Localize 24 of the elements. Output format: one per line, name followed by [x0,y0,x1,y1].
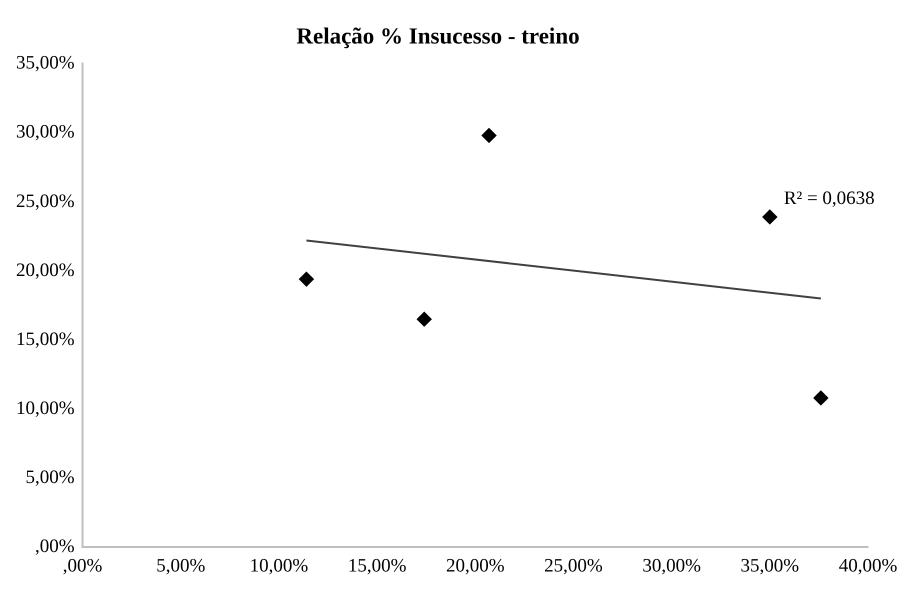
point [813,390,828,406]
point [298,272,314,287]
x-tick-label: 10,00% [250,556,308,577]
annotation: R² = 0,0638 [784,188,875,209]
chart-title: Relação % Insucesso - treino [296,24,580,49]
y-tick-label: ,00% [35,536,75,558]
y-tick-label: 15,00% [16,328,75,350]
x-tick-label: 25,00% [544,556,603,577]
point [416,312,432,327]
y-tick-label: 20,00% [16,260,75,281]
y-tick-label: 10,00% [16,398,75,420]
x-tick-label: 15,00% [348,556,407,577]
x-tick-label: 20,00% [446,556,505,577]
y-tick-label: 5,00% [26,467,75,488]
y-tick-label: 30,00% [16,122,75,143]
point [482,128,497,143]
y-tick-label: 25,00% [16,190,75,212]
x-tick-label: ,00% [62,556,103,577]
x-tick-label: 30,00% [642,556,702,577]
y-tick-label: 35,00% [16,52,75,74]
x-tick-label: 35,00% [740,556,800,577]
point [762,209,778,224]
x-tick-label: 5,00% [156,556,206,577]
x-tick-label: 40,00% [838,556,898,577]
